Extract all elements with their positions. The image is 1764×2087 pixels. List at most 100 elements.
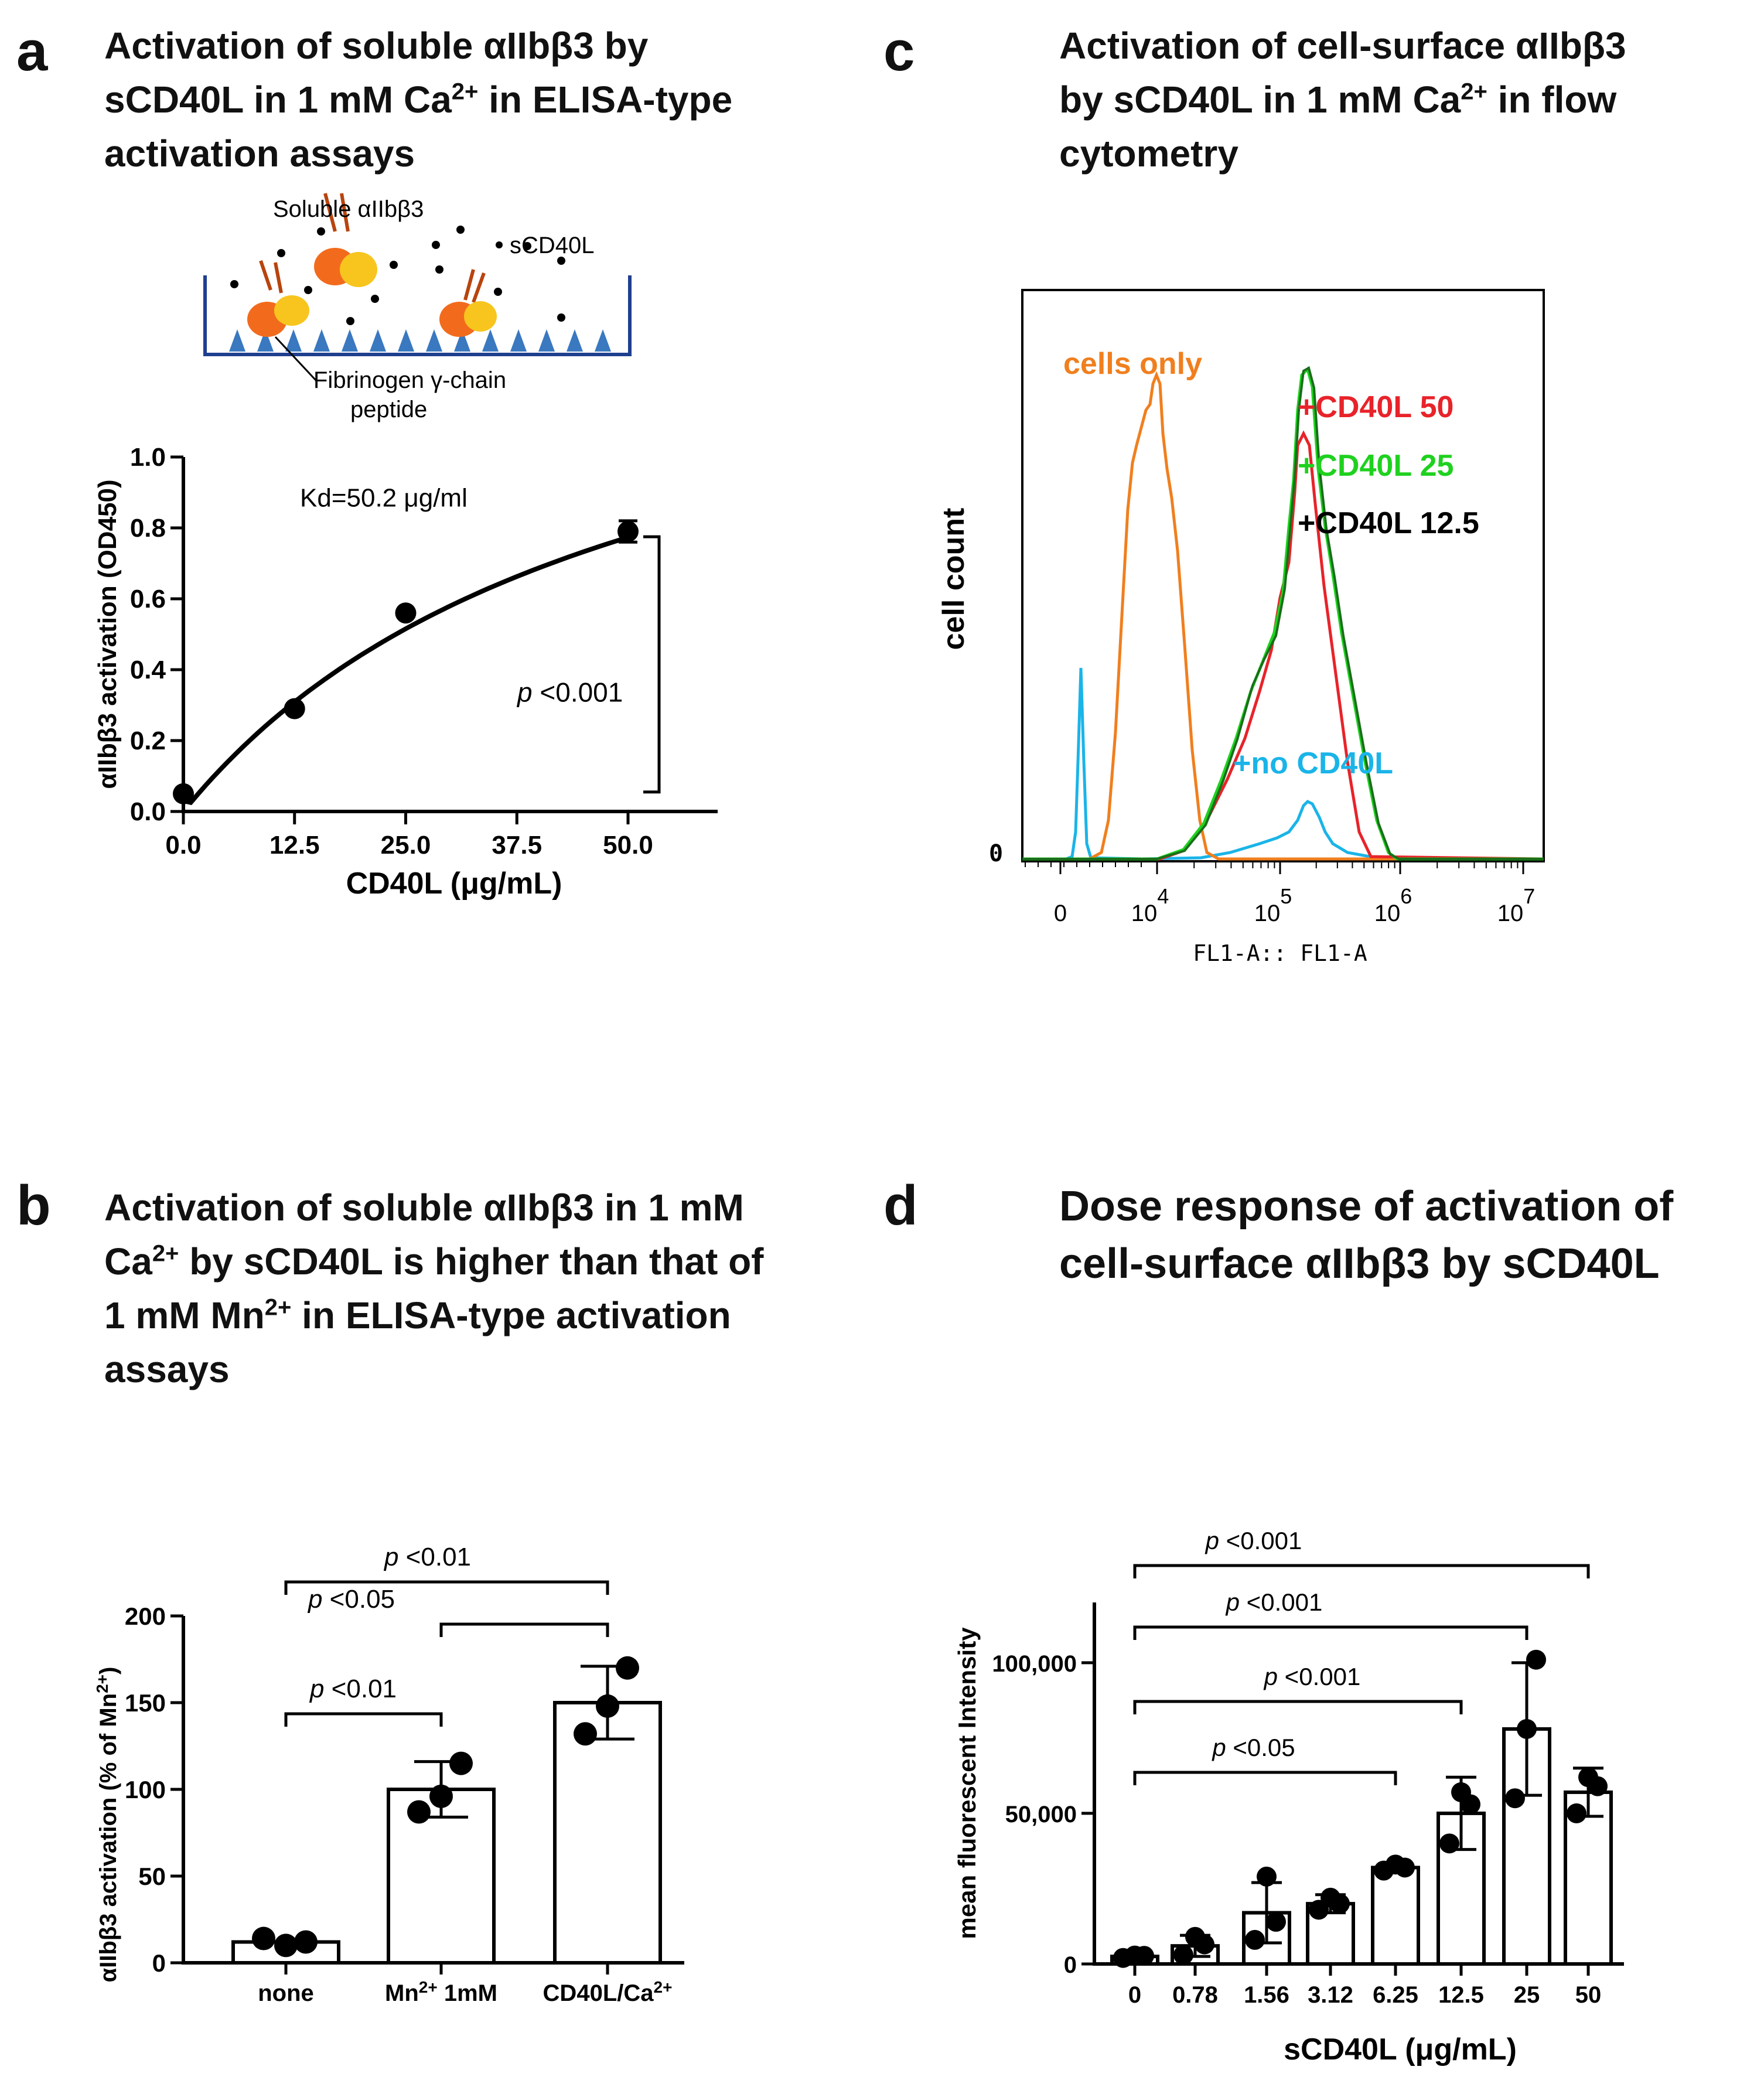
significance-bracket xyxy=(439,1622,609,1637)
p-value-label: p <0.05 xyxy=(1211,1734,1295,1761)
elisa-schematic: Soluble αIIbβ3 sCD40L Fibrinogen γ-chain… xyxy=(203,193,632,422)
kd-annotation: Kd=50.2 μg/ml xyxy=(300,484,468,513)
fibrinogen-peptide xyxy=(257,329,274,352)
y-axis-label: mean fluorescent Intensity xyxy=(953,1627,981,1939)
data-point xyxy=(1266,1912,1286,1932)
significance-bracket xyxy=(1133,1564,1590,1578)
binding-fit-curve xyxy=(183,535,629,806)
data-point xyxy=(1245,1929,1265,1950)
y-tick-label: 150 xyxy=(125,1689,166,1717)
chart-c: cells only +CD40L 50 +CD40L 25 +CD40L 12… xyxy=(937,289,1545,966)
x-tick-label: 50.0 xyxy=(603,831,653,860)
data-point xyxy=(616,1656,639,1680)
chart-a: 0.0 0.2 0.4 0.6 0.8 1.0 0.0 12.5 25.0 37.5 50.0 Kd… xyxy=(93,443,718,901)
y-axis-label: αIIbβ3 activation (% of Mn2+) xyxy=(93,1667,121,1983)
y-tick-label: 100,000 xyxy=(992,1651,1077,1677)
data-point xyxy=(395,602,417,624)
y-tick-label: 0.8 xyxy=(130,514,166,543)
y-tick-label: 200 xyxy=(125,1602,166,1630)
panel-d-letter: d xyxy=(883,1174,918,1237)
data-point xyxy=(274,1933,298,1958)
x-tick-label: 0 xyxy=(1128,1982,1141,2008)
scd40l-dot xyxy=(390,261,398,269)
x-tick-label: 0.0 xyxy=(165,831,201,860)
x-tick-label: 25 xyxy=(1514,1982,1540,2008)
x-tick-label: 12.5 xyxy=(1438,1982,1484,2008)
significance-bracket xyxy=(1133,1700,1463,1714)
fibrinogen-peptide xyxy=(454,329,470,352)
bar xyxy=(553,1701,662,1965)
series-label-cd40l-50: +CD40L 50 xyxy=(1298,390,1453,424)
data-point xyxy=(1439,1833,1459,1854)
x-axis-label: FL1-A:: FL1-A xyxy=(1193,940,1367,966)
integrin-icon xyxy=(247,260,309,337)
fibrinogen-peptide-row xyxy=(229,329,611,352)
fibrinogen-peptide xyxy=(229,329,245,352)
significance-bracket xyxy=(1133,1625,1528,1640)
significance-bracket xyxy=(284,1712,443,1727)
panel-c-title: Activation of cell-surface αIIbβ3 by sCD… xyxy=(1059,25,1626,175)
data-point xyxy=(1257,1866,1277,1887)
schematic-fibrinogen-label: Fibrinogen γ-chain xyxy=(313,367,506,393)
x-tick-label: CD40L/Ca2+ xyxy=(543,1978,673,2006)
scd40l-dot xyxy=(304,286,312,294)
x-tick-label: Mn2+ 1mM xyxy=(385,1978,497,2006)
x-tick-label: 106 xyxy=(1374,884,1412,926)
schematic-scd40l-label: sCD40L xyxy=(510,233,595,258)
data-point xyxy=(574,1722,597,1746)
data-point xyxy=(284,698,305,719)
integrin-icon xyxy=(439,269,497,337)
scd40l-dot xyxy=(456,226,465,234)
data-point xyxy=(429,1784,453,1808)
p-value-label: p <0.001 xyxy=(1263,1663,1361,1690)
significance-bracket xyxy=(643,535,661,794)
histogram-green xyxy=(1022,366,1544,861)
fibrinogen-peptide xyxy=(426,329,442,352)
series-label-cd40l-12-5: +CD40L 12.5 xyxy=(1298,506,1479,540)
p-value-label: p <0.01 xyxy=(383,1543,471,1571)
data-point xyxy=(1567,1803,1586,1823)
y-tick-label: 50,000 xyxy=(1005,1802,1077,1827)
panel-b-letter: b xyxy=(16,1174,51,1237)
significance-bracket xyxy=(1133,1771,1397,1785)
histogram-dark-green xyxy=(1022,366,1544,860)
histogram-cyan xyxy=(1022,667,1544,861)
scd40l-dot xyxy=(557,257,565,265)
fibrinogen-peptide xyxy=(285,329,302,352)
scd40l-dots xyxy=(230,226,565,325)
data-point xyxy=(1505,1788,1525,1809)
panel-b-title: Activation of soluble αIIbβ3 in 1 mM Ca2… xyxy=(104,1186,764,1390)
y-tick-label: 0.4 xyxy=(130,656,166,684)
scd40l-dot xyxy=(317,227,325,236)
scd40l-dot xyxy=(371,295,379,303)
assay-well-outline xyxy=(203,275,632,356)
bar xyxy=(1371,1866,1420,1966)
y-tick-label: 0 xyxy=(1064,1952,1077,1978)
data-point xyxy=(1517,1718,1537,1739)
y-tick-label: 0.0 xyxy=(130,797,166,826)
panel-c-letter: c xyxy=(883,20,915,83)
p-value-label: p <0.05 xyxy=(307,1585,395,1614)
scd40l-dot xyxy=(435,265,443,274)
panel-d-title: Dose response of activation of cell-surf… xyxy=(1059,1183,1674,1287)
y-tick-label: 1.0 xyxy=(130,443,166,472)
x-tick-label: 50 xyxy=(1575,1982,1602,2008)
y-axis-label: αIIbβ3 activation (OD450) xyxy=(93,479,122,789)
schematic-peptide-label: peptide xyxy=(350,397,427,422)
fibrinogen-peptide xyxy=(595,329,611,352)
x-tick-label: 37.5 xyxy=(492,831,542,860)
x-tick-label: 6.25 xyxy=(1373,1982,1418,2008)
significance-bracket xyxy=(284,1580,609,1595)
scd40l-dot xyxy=(277,249,285,257)
x-tick-label: 3.12 xyxy=(1308,1982,1353,2008)
x-tick-label: 0.78 xyxy=(1172,1982,1218,2008)
fibrinogen-peptide xyxy=(342,329,358,352)
data-point xyxy=(173,783,194,804)
data-point xyxy=(294,1930,318,1954)
y-tick-label: 0.6 xyxy=(130,585,166,613)
data-point xyxy=(407,1800,431,1824)
x-axis-minor-ticks xyxy=(1022,860,1544,874)
panel-a-letter: a xyxy=(16,20,48,83)
data-point xyxy=(1173,1945,1193,1965)
x-axis-label: CD40L (μg/mL) xyxy=(346,867,562,901)
